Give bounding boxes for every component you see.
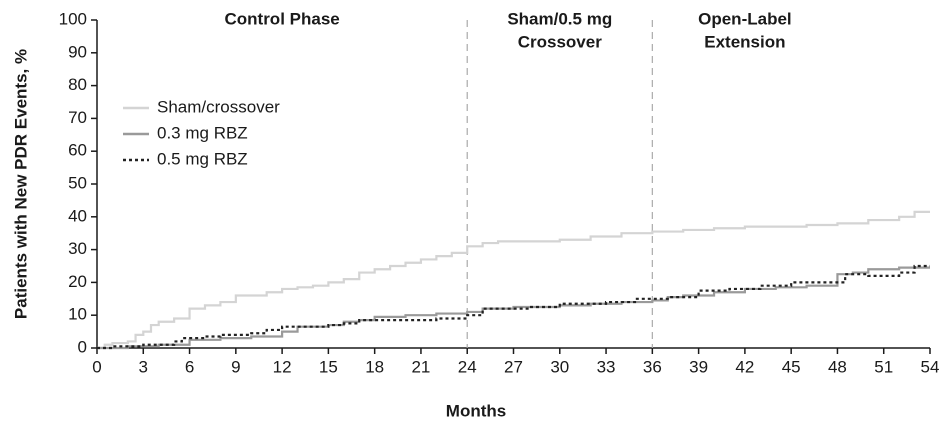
- phase-label: Extension: [704, 32, 785, 51]
- x-tick-label: 0: [92, 357, 101, 376]
- y-tick-label: 30: [68, 239, 87, 258]
- series-line: [97, 210, 930, 350]
- x-tick-label: 6: [185, 357, 194, 376]
- x-tick-label: 48: [828, 357, 847, 376]
- x-tick-label: 27: [504, 357, 523, 376]
- y-tick-label: 60: [68, 141, 87, 160]
- y-tick-label: 0: [78, 337, 87, 356]
- y-axis-label: Patients with New PDR Events, %: [11, 49, 30, 319]
- y-tick-label: 50: [68, 173, 87, 192]
- legend-label: 0.3 mg RBZ: [157, 123, 248, 142]
- phase-label: Crossover: [518, 32, 602, 51]
- x-axis-label: Months: [446, 401, 506, 420]
- y-tick-label: 80: [68, 75, 87, 94]
- y-tick-label: 10: [68, 305, 87, 324]
- x-tick-label: 9: [231, 357, 240, 376]
- x-tick-label: 39: [689, 357, 708, 376]
- legend-label: 0.5 mg RBZ: [157, 149, 248, 168]
- phase-label: Control Phase: [224, 9, 339, 28]
- legend-label: Sham/crossover: [157, 97, 280, 116]
- x-tick-label: 36: [643, 357, 662, 376]
- x-tick-label: 18: [365, 357, 384, 376]
- x-tick-label: 24: [458, 357, 477, 376]
- y-tick-label: 100: [59, 9, 87, 28]
- x-tick-label: 33: [597, 357, 616, 376]
- y-tick-label: 90: [68, 42, 87, 61]
- x-tick-label: 51: [874, 357, 893, 376]
- phase-label: Open-Label: [698, 9, 792, 28]
- y-tick-label: 40: [68, 206, 87, 225]
- x-tick-label: 12: [273, 357, 292, 376]
- phase-label: Sham/0.5 mg: [507, 9, 612, 28]
- x-tick-label: 21: [411, 357, 430, 376]
- x-tick-label: 54: [921, 357, 940, 376]
- y-tick-label: 70: [68, 108, 87, 127]
- x-tick-label: 3: [139, 357, 148, 376]
- x-tick-label: 30: [550, 357, 569, 376]
- series-line: [97, 264, 930, 350]
- x-tick-label: 15: [319, 357, 338, 376]
- x-tick-label: 42: [735, 357, 754, 376]
- y-tick-label: 20: [68, 272, 87, 291]
- x-tick-label: 45: [782, 357, 801, 376]
